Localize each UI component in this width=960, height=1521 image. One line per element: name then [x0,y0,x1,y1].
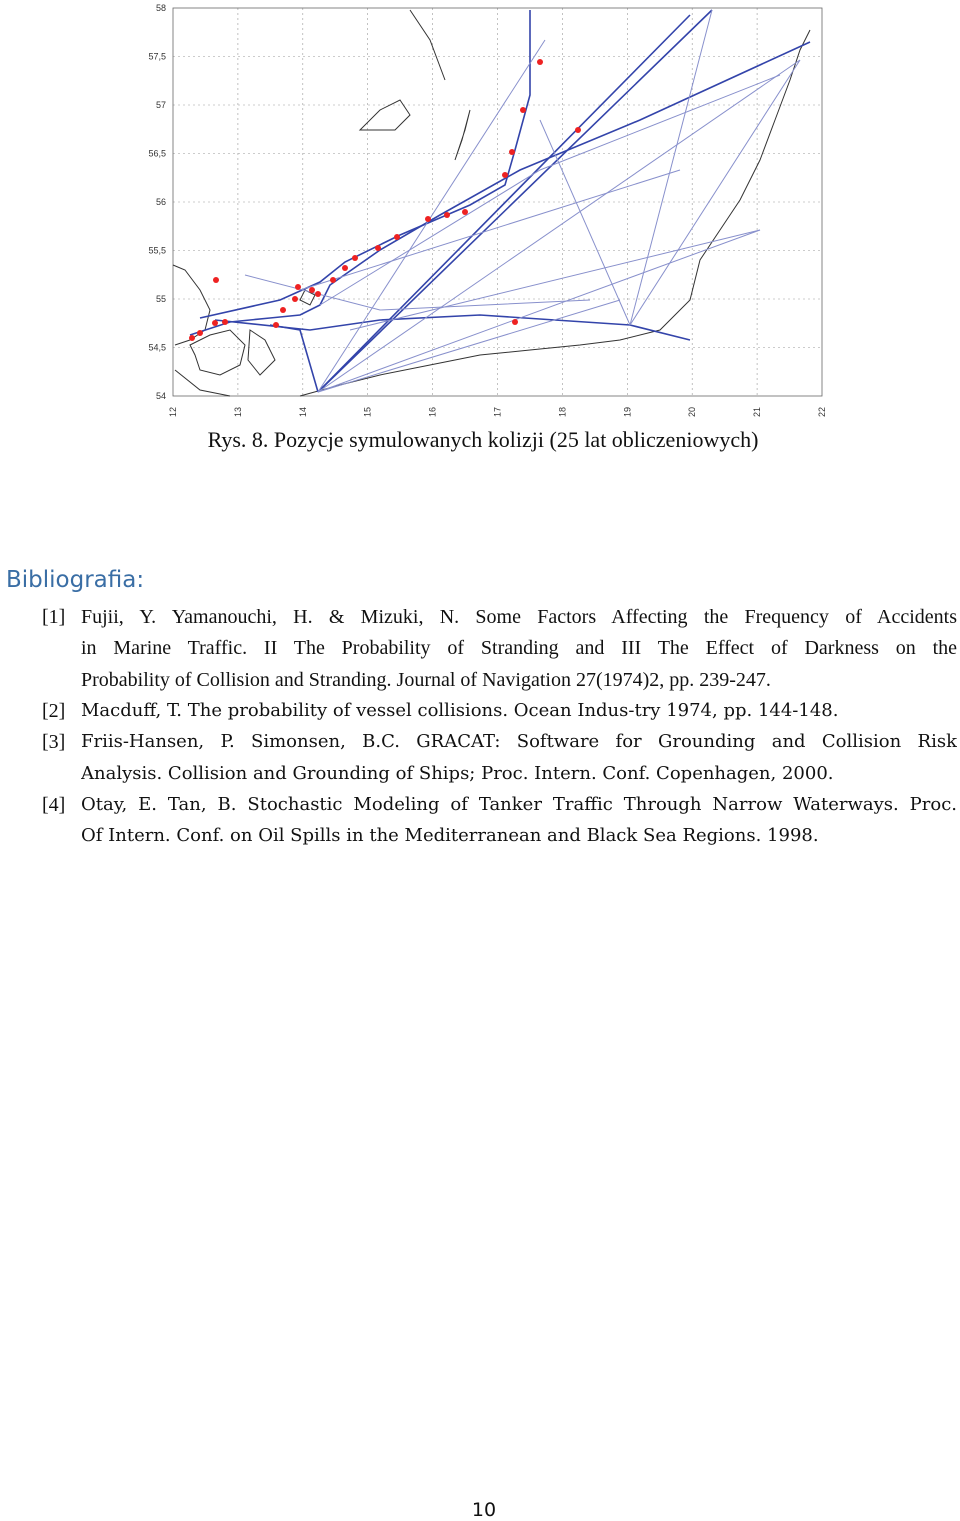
y-label: 58 [156,3,166,13]
reference-line: Friis-Hansen, P. Simonsen, B.C. GRACAT: … [81,731,957,753]
x-label: 12 [168,407,178,417]
x-label: 21 [752,407,762,417]
figure-caption: Rys. 8. Pozycje symulowanych kolizji (25… [207,427,759,452]
section-heading: Bibliografia: [6,567,145,593]
reference-line: Otay, E. Tan, B. Stochastic Modeling of … [81,793,957,815]
x-label: 20 [687,407,697,417]
y-label: 55,5 [148,246,166,256]
x-label: 17 [493,407,503,417]
x-label: 16 [428,407,438,417]
y-label: 54,5 [148,343,166,353]
x-label: 22 [817,407,827,417]
y-label: 57,5 [148,52,166,62]
x-label: 14 [298,407,308,417]
y-label: 55 [156,294,166,304]
reference-number: [4] [42,793,66,816]
coastline [172,9,811,397]
y-label: 54 [156,391,166,401]
y-label: 56 [156,197,166,207]
routes-light [244,9,801,393]
y-label: 56,5 [148,149,166,159]
reference-line: Fujii, Y. Yamanouchi, H. & Mizuki, N. So… [81,606,957,628]
reference-line: Probability of Collision and Stranding. … [81,668,771,691]
x-label: 13 [233,407,243,417]
reference-number: [2] [42,699,66,722]
reference-line: Macduff, T. The probability of vessel co… [81,699,839,721]
reference-number: [1] [42,606,66,628]
y-label: 57 [156,100,166,110]
collision-points [189,59,581,341]
x-label: 18 [557,407,567,417]
routes [189,9,811,393]
reference-line: Of Intern. Conf. on Oil Spills in the Me… [81,825,819,847]
reference-line: Analysis. Collision and Grounding of Shi… [81,762,834,784]
x-label: 19 [622,407,632,417]
x-label: 15 [363,407,373,417]
page-number: 10 [471,1499,497,1521]
reference-number: [3] [42,731,66,754]
reference-line: in Marine Traffic. II The Probability of… [81,637,957,660]
